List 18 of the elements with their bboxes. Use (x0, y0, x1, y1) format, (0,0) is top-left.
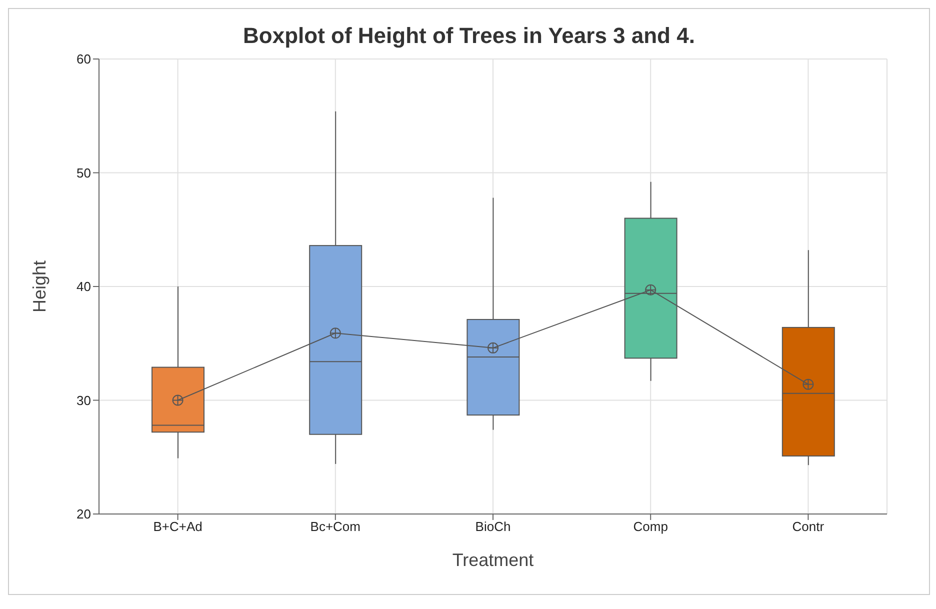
y-tick-label: 50 (76, 165, 91, 180)
point (172, 394, 184, 406)
y-tick-label: 40 (76, 279, 91, 294)
x-tick-label: Contr (792, 519, 825, 534)
y-tick-label: 30 (76, 392, 91, 408)
point (802, 378, 814, 390)
point (488, 342, 498, 354)
x-tick-label: BioCh (475, 519, 511, 534)
x-axis-title: Treatment (452, 550, 534, 570)
x-tick-label: Bc+Com (310, 519, 361, 534)
x-tick-label: B+C+Ad (153, 519, 202, 534)
y-tick-label: 60 (76, 52, 91, 67)
y-tick-label: 20 (76, 506, 91, 522)
chart-title: Boxplot of Height of Trees in Years 3 and 4. (242, 22, 696, 49)
point (645, 284, 656, 296)
y-axis-title: Height (29, 260, 50, 313)
point (330, 328, 341, 339)
x-tick-label: Comp (633, 519, 668, 534)
